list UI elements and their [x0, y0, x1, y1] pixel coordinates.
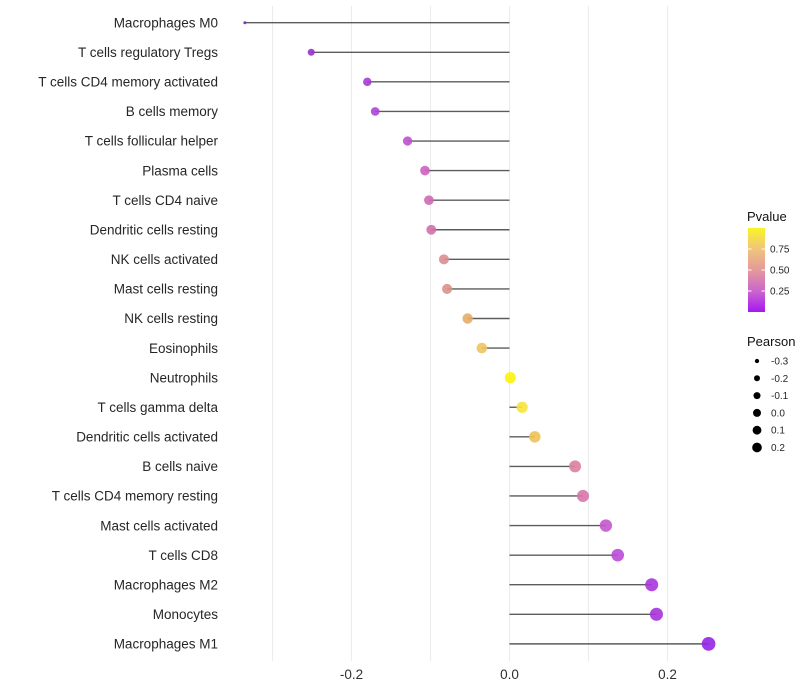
lollipop-dot: [462, 313, 473, 324]
y-axis-label: T cells follicular helper: [85, 134, 219, 149]
y-axis-label: Monocytes: [153, 607, 219, 622]
y-axis-label: Dendritic cells resting: [90, 222, 218, 237]
lollipop-dot: [370, 107, 380, 116]
lollipop-dot: [569, 460, 582, 473]
x-axis-tick-label: -0.2: [340, 667, 363, 682]
lollipop-dot: [243, 21, 247, 25]
colorbar-tick-label: 0.75: [770, 245, 790, 256]
lollipop-dot: [645, 578, 659, 592]
lollipop-dot: [402, 136, 413, 146]
y-axis-label: NK cells activated: [111, 252, 218, 267]
y-axis-label: B cells memory: [126, 104, 219, 119]
lollipop-dot: [476, 342, 488, 354]
pearson-legend-label: 0.2: [771, 443, 785, 454]
lollipop-dot: [529, 431, 541, 443]
y-axis-label: Mast cells resting: [114, 282, 218, 297]
y-axis-labels: Macrophages M0 T cells regulatory Tregs T …: [38, 15, 218, 651]
lollipop-dot: [307, 48, 315, 56]
lollipop-dot: [599, 519, 613, 532]
pearson-legend-dot: [753, 392, 761, 400]
lollipop-dot: [611, 548, 625, 562]
pearson-legend-dot: [752, 442, 762, 453]
pvalue-legend-title: Pvalue: [747, 209, 787, 224]
y-axis-label: Dendritic cells activated: [76, 430, 218, 445]
pearson-legend-dot: [752, 425, 762, 435]
pearson-legend: Pearson -0.3 -0.2 -0.1 0.0 0.1 0.2: [747, 334, 795, 454]
lollipop-dot: [576, 489, 590, 503]
lollipop-dot: [420, 165, 430, 176]
y-axis-label: T cells CD8: [148, 548, 218, 563]
y-axis-label: B cells naive: [142, 459, 218, 474]
pvalue-colorbar-ticks: 0.75 0.50 0.25: [748, 245, 790, 298]
grid-lines: [271, 6, 669, 661]
pearson-legend-label: 0.0: [771, 408, 785, 419]
lollipop-dot: [363, 77, 372, 87]
y-axis-label: Macrophages M1: [114, 637, 218, 652]
pearson-legend-dot: [754, 375, 760, 382]
colorbar-tick-label: 0.50: [770, 266, 790, 277]
lollipop-dot: [438, 254, 449, 265]
pvalue-colorbar: [748, 228, 765, 312]
y-axis-label: T cells CD4 memory resting: [52, 489, 218, 504]
lollipop-dot: [504, 372, 516, 384]
pearson-legend-dot: [754, 358, 760, 364]
colorbar-tick-label: 0.25: [770, 287, 790, 298]
x-axis: -0.2 0.0 0.2: [340, 667, 677, 682]
y-axis-label: T cells CD4 naive: [112, 193, 218, 208]
pvalue-legend: Pvalue 0.75 0.50 0.25: [747, 209, 790, 312]
pearson-legend-items: -0.3 -0.2 -0.1 0.0 0.1 0.2: [752, 357, 789, 454]
pearson-legend-dot: [753, 408, 761, 417]
pearson-legend-label: -0.2: [771, 374, 789, 385]
lollipop-dot: [426, 224, 437, 235]
y-axis-label: Macrophages M2: [114, 577, 218, 592]
y-axis-label: Mast cells activated: [100, 518, 218, 533]
y-axis-label: Plasma cells: [142, 163, 218, 178]
lollipops: [243, 21, 716, 651]
y-axis-label: Neutrophils: [150, 370, 219, 385]
y-axis-label: NK cells resting: [124, 311, 218, 326]
lollipop-dot: [701, 637, 716, 651]
y-axis-label: T cells gamma delta: [97, 400, 218, 415]
lollipop-dot: [424, 195, 434, 206]
x-axis-tick-label: 0.0: [500, 667, 519, 682]
pearson-legend-title: Pearson: [747, 334, 795, 349]
pearson-legend-label: -0.1: [771, 391, 789, 402]
pearson-legend-label: -0.3: [771, 357, 789, 368]
lollipop-dot: [516, 401, 528, 413]
pearson-legend-label: 0.1: [771, 426, 785, 437]
y-axis-label: T cells CD4 memory activated: [38, 75, 218, 90]
y-axis-label: Eosinophils: [149, 341, 218, 356]
y-axis-label: Macrophages M0: [114, 15, 218, 30]
lollipop-dot: [442, 283, 453, 294]
x-axis-tick-label: 0.2: [658, 667, 677, 682]
lollipop-dot: [649, 607, 663, 621]
y-axis-label: T cells regulatory Tregs: [78, 45, 218, 60]
